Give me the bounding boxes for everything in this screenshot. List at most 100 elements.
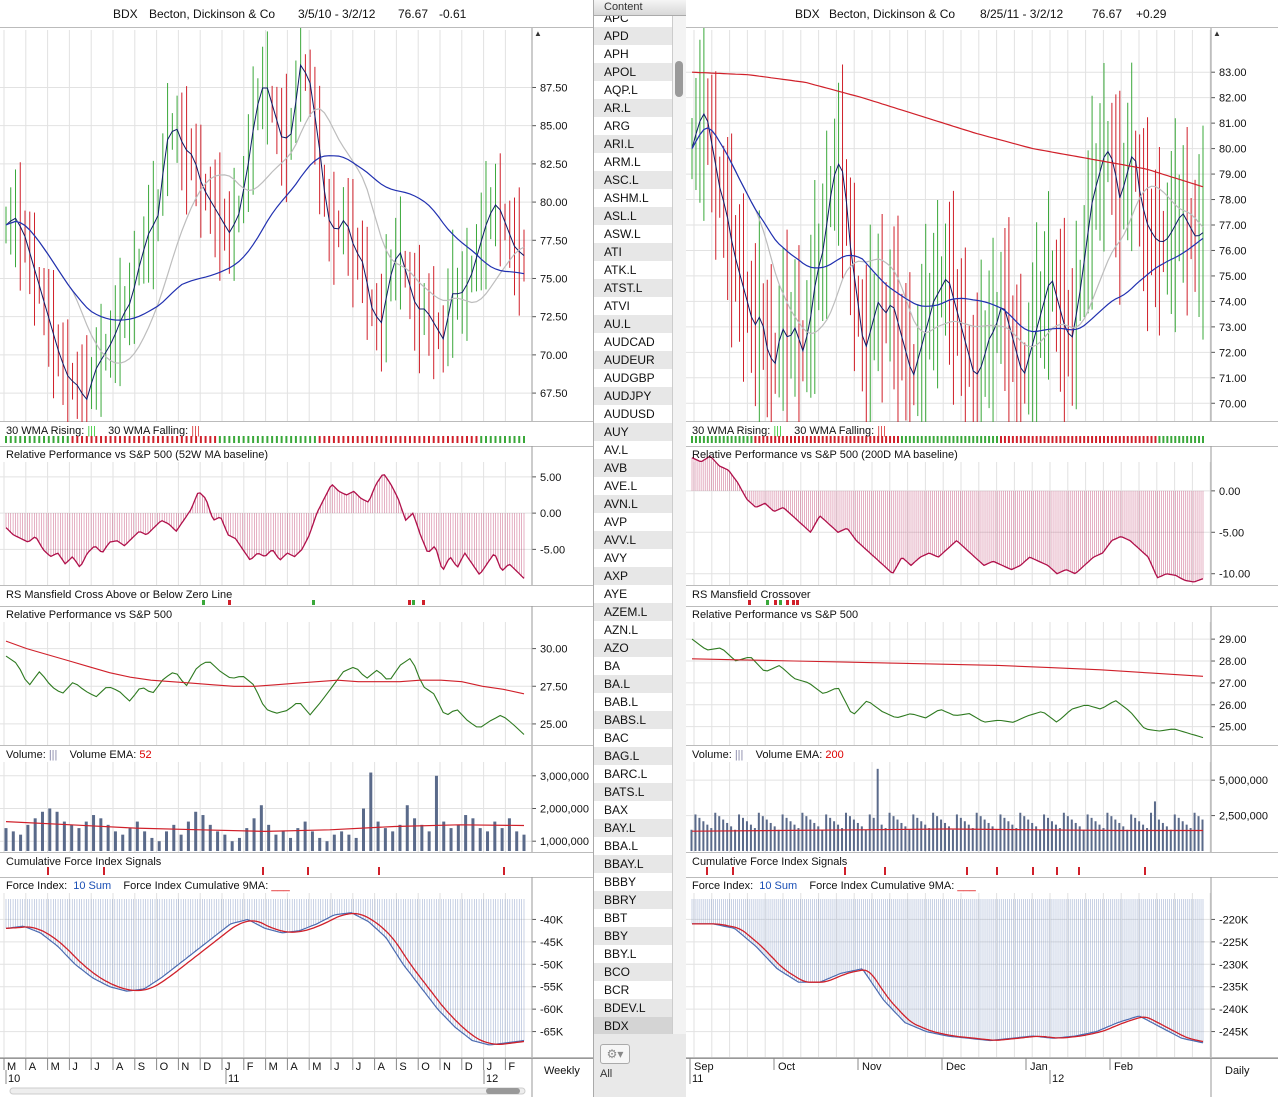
list-item[interactable]: ATI xyxy=(594,243,672,261)
price-chart[interactable]: 70.00 71.00 72.00 73.00 74.00 75.00 76.00 77.00… xyxy=(686,28,1278,422)
list-item[interactable]: AUDGBP xyxy=(594,369,672,387)
wma-mark xyxy=(881,436,884,443)
list-item[interactable]: BA.L xyxy=(594,675,672,693)
list-item[interactable]: BCR xyxy=(594,981,672,999)
list-item[interactable]: BA xyxy=(594,657,672,675)
list-item[interactable]: AVB xyxy=(594,459,672,477)
list-item[interactable]: APOL xyxy=(594,63,672,81)
list-item[interactable]: ARG xyxy=(594,117,672,135)
list-item[interactable]: ARM.L xyxy=(594,153,672,171)
wma-mark xyxy=(1106,436,1109,443)
volume-bar xyxy=(1082,829,1085,851)
list-item[interactable]: ASL.L xyxy=(594,207,672,225)
list-item[interactable]: BAB.L xyxy=(594,693,672,711)
list-item[interactable]: ASHM.L xyxy=(594,189,672,207)
list-item[interactable]: AR.L xyxy=(594,99,672,117)
list-item[interactable]: ARI.L xyxy=(594,135,672,153)
wma-mark xyxy=(456,436,459,443)
list-item[interactable]: AVE.L xyxy=(594,477,672,495)
volume-bar xyxy=(904,826,907,851)
list-item[interactable]: ATK.L xyxy=(594,261,672,279)
weekly-chart-pane[interactable]: BDX Becton, Dickinson & Co 3/5/10 - 3/2/… xyxy=(0,0,593,1097)
list-item[interactable]: AUDUSD xyxy=(594,405,672,423)
list-item[interactable]: AUDCAD xyxy=(594,333,672,351)
price-chart[interactable]: 67.50 70.00 72.50 75.00 77.50 80.00 82.50 85.00… xyxy=(0,28,593,422)
list-item[interactable]: AUY xyxy=(594,423,672,441)
volume-bar xyxy=(944,822,947,851)
list-item[interactable]: BDX xyxy=(594,1017,672,1034)
wma-mark xyxy=(928,436,931,443)
wma-mark xyxy=(1178,436,1181,443)
wma-mark xyxy=(347,436,350,443)
wma-mark xyxy=(161,436,164,443)
list-item[interactable]: AYE xyxy=(594,585,672,603)
gear-icon[interactable]: ⚙▾ xyxy=(600,1044,630,1064)
volume-bar xyxy=(1173,814,1176,851)
wma-mark xyxy=(14,436,17,443)
list-item[interactable]: BBY.L xyxy=(594,945,672,963)
list-item[interactable]: AV.L xyxy=(594,441,672,459)
list-item[interactable]: AVP xyxy=(594,513,672,531)
volume-bar xyxy=(40,811,44,851)
list-item[interactable]: BAG.L xyxy=(594,747,672,765)
wma-mark xyxy=(71,436,74,443)
wma-mark xyxy=(1015,436,1018,443)
list-item[interactable]: ATVI xyxy=(594,297,672,315)
list-item[interactable]: APH xyxy=(594,45,672,63)
volume-bar xyxy=(434,775,438,851)
list-item[interactable]: AUDJPY xyxy=(594,387,672,405)
daily-chart-pane[interactable]: BDX Becton, Dickinson & Co 8/25/11 - 3/2… xyxy=(686,0,1278,1097)
list-item[interactable]: AVY xyxy=(594,549,672,567)
y-tick-label: 72.50 xyxy=(540,312,568,324)
symbol-list[interactable]: APC APD APH APOL AQP.L AR.L ARG ARI.L ARM.L ASC.L… xyxy=(594,16,672,1034)
volume-bar xyxy=(1031,822,1034,851)
chart-header: BDX Becton, Dickinson & Co 8/25/11 - 3/2… xyxy=(686,0,1278,28)
filter-all[interactable]: All xyxy=(600,1068,613,1080)
list-item[interactable]: ATST.L xyxy=(594,279,672,297)
cfi-mark xyxy=(47,867,49,875)
list-item[interactable]: BCO xyxy=(594,963,672,981)
list-item[interactable]: APD xyxy=(594,27,672,45)
list-item[interactable]: BDEV.L xyxy=(594,999,672,1017)
list-item[interactable]: BARC.L xyxy=(594,765,672,783)
list-item[interactable]: AZEM.L xyxy=(594,603,672,621)
y-tick-label: 0.00 xyxy=(1219,486,1240,498)
wma-mark xyxy=(980,436,983,443)
list-item[interactable]: BBAY.L xyxy=(594,855,672,873)
list-item[interactable]: AQP.L xyxy=(594,81,672,99)
list-scrollbar[interactable] xyxy=(672,16,686,1034)
volume-bar xyxy=(1074,822,1077,851)
list-item[interactable]: BBY xyxy=(594,927,672,945)
volume-bar xyxy=(143,831,147,851)
list-item[interactable]: BAX xyxy=(594,801,672,819)
list-item[interactable]: AXP xyxy=(594,567,672,585)
list-item[interactable]: AU.L xyxy=(594,315,672,333)
list-item[interactable]: AVN.L xyxy=(594,495,672,513)
x-month-label: M xyxy=(7,1061,16,1073)
list-item[interactable]: BBA.L xyxy=(594,837,672,855)
list-item[interactable]: ASC.L xyxy=(594,171,672,189)
list-item[interactable]: BABS.L xyxy=(594,711,672,729)
wma-mark xyxy=(904,436,907,443)
list-item[interactable]: BAC xyxy=(594,729,672,747)
list-item[interactable]: AUDEUR xyxy=(594,351,672,369)
list-item[interactable]: BBT xyxy=(594,909,672,927)
ma-mid-line xyxy=(5,155,525,321)
list-item[interactable]: AVV.L xyxy=(594,531,672,549)
scroll-thumb[interactable] xyxy=(675,61,683,97)
list-item[interactable]: AZO xyxy=(594,639,672,657)
list-item[interactable]: BATS.L xyxy=(594,783,672,801)
list-item[interactable]: APC xyxy=(594,16,672,27)
panel-grid: 2,500,000 5,000,000 xyxy=(686,746,1278,853)
x-month-label: M xyxy=(269,1061,278,1073)
list-item[interactable]: ASW.L xyxy=(594,225,672,243)
volume-bar xyxy=(1146,828,1149,851)
list-item[interactable]: AZN.L xyxy=(594,621,672,639)
wma-mark xyxy=(1146,436,1149,443)
list-item[interactable]: BBBY xyxy=(594,873,672,891)
wma-mark xyxy=(877,436,880,443)
list-item[interactable]: BAY.L xyxy=(594,819,672,837)
volume-bar xyxy=(698,817,701,851)
wma-mark xyxy=(280,436,283,443)
list-item[interactable]: BBRY xyxy=(594,891,672,909)
